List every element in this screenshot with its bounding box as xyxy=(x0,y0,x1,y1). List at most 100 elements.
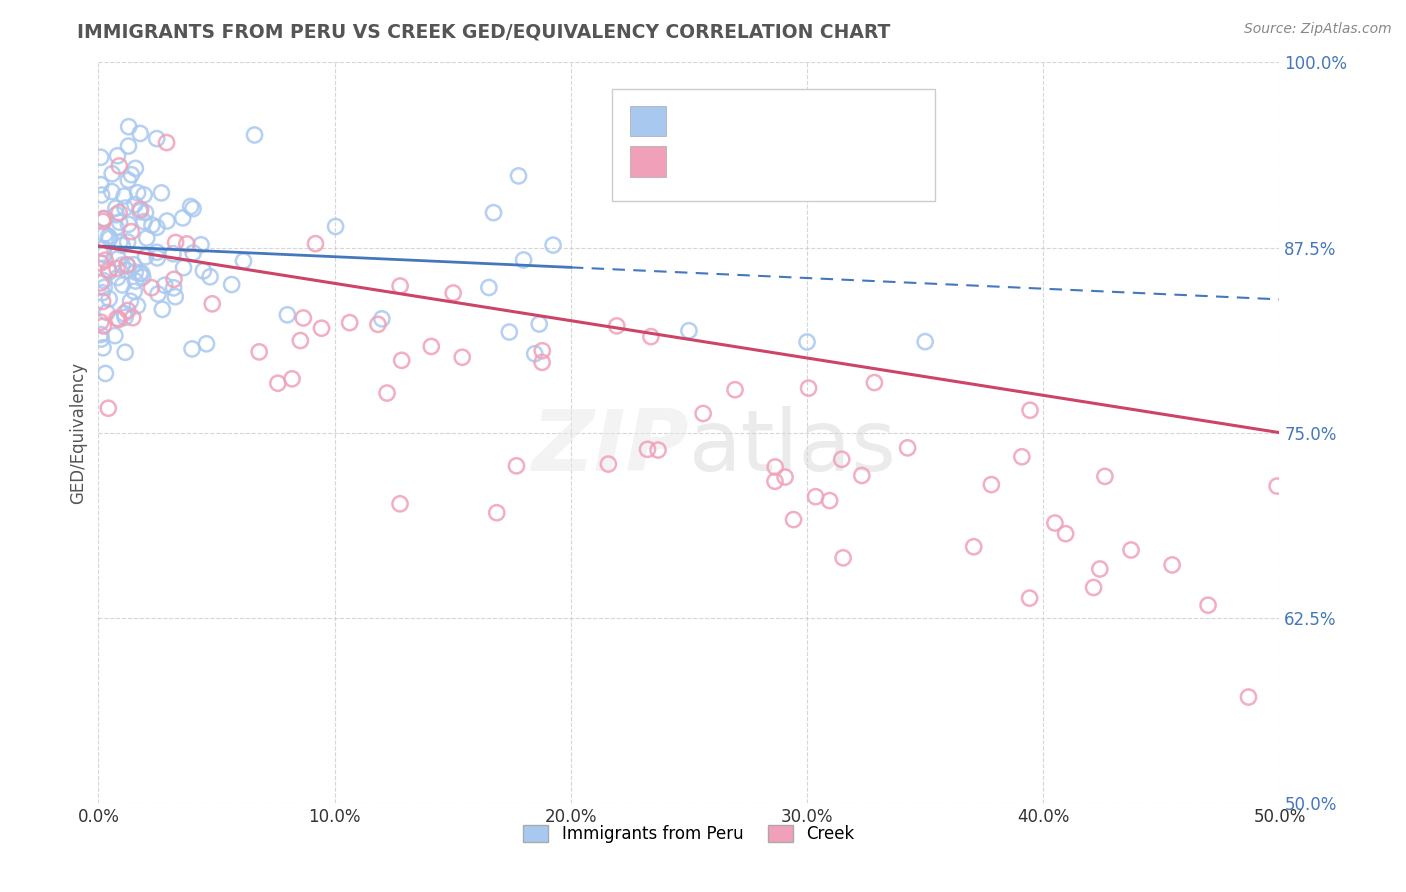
Point xyxy=(146,287,169,301)
Point xyxy=(141,281,163,295)
Point xyxy=(111,238,134,252)
Point xyxy=(155,136,177,150)
Text: -0.020: -0.020 xyxy=(721,112,780,130)
Point xyxy=(127,186,149,200)
Point xyxy=(1043,516,1066,530)
Point xyxy=(163,272,186,286)
Text: 106: 106 xyxy=(830,112,865,130)
Point xyxy=(124,265,146,279)
Point xyxy=(180,200,202,214)
Point xyxy=(112,306,135,320)
Y-axis label: GED/Equivalency: GED/Equivalency xyxy=(69,361,87,504)
Point xyxy=(963,540,986,554)
Point xyxy=(897,441,920,455)
Point xyxy=(114,201,136,215)
Point xyxy=(121,310,143,325)
Point xyxy=(117,173,139,187)
Point xyxy=(107,252,129,266)
Point xyxy=(247,344,270,359)
Point xyxy=(505,458,527,473)
Point xyxy=(141,218,163,232)
Point xyxy=(498,325,520,339)
Point xyxy=(156,214,179,228)
Point xyxy=(107,312,129,326)
Point xyxy=(163,281,186,295)
Point xyxy=(325,219,347,234)
Point xyxy=(120,225,142,239)
Text: 80: 80 xyxy=(830,153,858,170)
Point xyxy=(478,280,501,294)
Point xyxy=(105,311,128,326)
Point xyxy=(91,341,114,355)
Point xyxy=(1088,562,1111,576)
Point xyxy=(201,297,224,311)
Point xyxy=(118,120,141,134)
Point xyxy=(782,513,804,527)
Point xyxy=(91,214,114,228)
Point xyxy=(375,386,398,401)
Point xyxy=(290,334,312,348)
Point xyxy=(93,280,115,294)
Point xyxy=(485,506,508,520)
Point xyxy=(90,256,112,270)
Point xyxy=(198,269,221,284)
Point xyxy=(243,128,266,142)
Point xyxy=(804,490,827,504)
Point xyxy=(94,227,117,241)
Point xyxy=(172,211,194,225)
Point xyxy=(831,452,853,467)
Point xyxy=(150,302,173,317)
Point xyxy=(914,334,936,349)
Point xyxy=(101,185,124,199)
Point xyxy=(1019,403,1042,417)
Point xyxy=(111,258,134,272)
Point xyxy=(311,321,333,335)
Point xyxy=(132,270,155,285)
Point xyxy=(1119,543,1142,558)
Point xyxy=(276,308,298,322)
Point xyxy=(640,329,662,343)
Point xyxy=(115,258,138,272)
Point xyxy=(134,250,156,264)
Text: N =: N = xyxy=(783,153,820,170)
Point xyxy=(647,443,669,458)
Point xyxy=(97,229,120,244)
Point xyxy=(146,220,169,235)
Text: Source: ZipAtlas.com: Source: ZipAtlas.com xyxy=(1244,22,1392,37)
Point xyxy=(129,266,152,280)
Point xyxy=(165,290,187,304)
Point xyxy=(120,168,142,182)
Point xyxy=(190,237,212,252)
Point xyxy=(371,311,394,326)
Point xyxy=(108,159,131,173)
Point xyxy=(523,347,546,361)
Point xyxy=(1237,690,1260,704)
Point xyxy=(105,220,128,235)
Point xyxy=(131,266,153,280)
Point xyxy=(108,215,131,229)
Point xyxy=(162,246,184,260)
Point xyxy=(176,236,198,251)
Point xyxy=(93,211,115,226)
Point xyxy=(796,334,818,349)
Point xyxy=(173,260,195,275)
Point xyxy=(112,189,135,203)
Point xyxy=(181,342,204,356)
Point xyxy=(441,285,464,300)
Point xyxy=(832,550,855,565)
Point xyxy=(195,336,218,351)
Text: R =: R = xyxy=(671,112,707,130)
Point xyxy=(367,318,389,332)
Point xyxy=(114,310,136,325)
Point xyxy=(193,264,215,278)
Point xyxy=(90,150,112,164)
Point xyxy=(451,351,474,365)
Point xyxy=(117,235,139,249)
Point xyxy=(101,167,124,181)
Point xyxy=(105,208,128,222)
Point xyxy=(135,231,157,245)
Point xyxy=(114,345,136,359)
Point xyxy=(1094,469,1116,483)
Point xyxy=(181,202,204,216)
Point xyxy=(391,353,413,368)
